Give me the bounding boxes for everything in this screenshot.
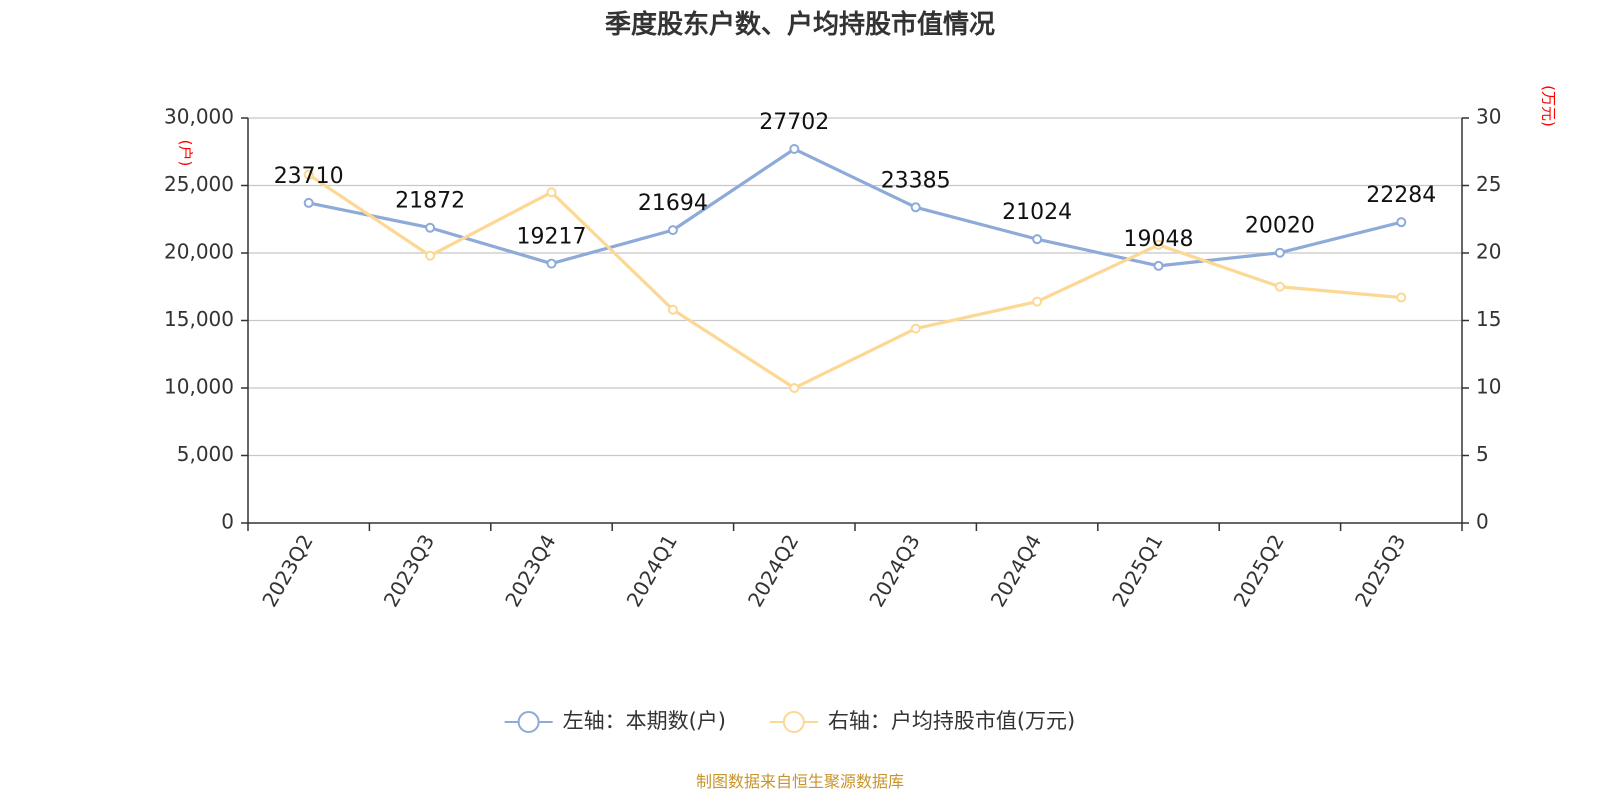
point-avg-value	[789, 383, 800, 393]
point-shareholders	[303, 197, 314, 208]
x-axis-tick-label: 2025Q3	[1350, 530, 1410, 611]
left-axis-unit-label: (户)	[177, 140, 195, 167]
legend: 左轴：本期数(户) 右轴：户均持股市值(万元)	[504, 709, 1075, 733]
series-line-shareholders	[307, 147, 1403, 268]
right-axis-tick-label: 25	[1476, 172, 1501, 196]
point-avg-value	[910, 323, 921, 334]
x-axis-tick-label: 2023Q2	[257, 530, 317, 611]
point-shareholders	[1153, 260, 1164, 271]
left-axis-tick-label: 20,000	[164, 240, 234, 264]
data-label: 21694	[638, 191, 708, 216]
left-axis-tick-label: 30,000	[164, 105, 234, 129]
chart-title: 季度股东户数、户均持股市值情况	[605, 9, 995, 40]
point-shareholders	[546, 258, 557, 269]
point-shareholders	[910, 202, 921, 213]
data-label: 19048	[1124, 227, 1194, 252]
data-label: 22284	[1366, 183, 1436, 208]
left-axis-tick-label: 5,000	[177, 442, 234, 466]
point-shareholders	[667, 225, 678, 236]
data-label: 23710	[274, 164, 344, 189]
point-shareholders	[425, 222, 436, 233]
data-label: 27702	[759, 110, 829, 135]
data-label: 19217	[517, 225, 587, 250]
data-label: 21024	[1002, 200, 1072, 225]
point-shareholders	[1032, 234, 1043, 245]
right-axis-tick-label: 0	[1476, 510, 1489, 534]
point-avg-value	[1032, 296, 1043, 307]
right-axis-tick-label: 30	[1476, 105, 1501, 129]
point-shareholders	[789, 144, 800, 155]
right-axis-tick-label: 10	[1476, 375, 1501, 399]
x-axis-tick-label: 2024Q3	[864, 530, 924, 611]
left-axis-tick-label: 10,000	[164, 375, 234, 399]
legend-circle-symbol	[782, 711, 805, 733]
x-axis-tick-label: 2025Q2	[1229, 530, 1289, 611]
point-avg-value	[667, 304, 678, 315]
legend-circle-symbol	[517, 711, 540, 733]
source-note: 制图数据来自恒生聚源数据库	[696, 772, 904, 791]
point-avg-value	[546, 187, 557, 198]
grid-lines	[248, 117, 1462, 457]
legend-label: 右轴：户均持股市值(万元)	[828, 709, 1075, 733]
data-labels: 23710 21872 19217 21694 27702 23385 21024 19048…	[274, 110, 1437, 252]
point-avg-value	[425, 250, 436, 261]
right-axis-unit-label: (万元)	[1540, 85, 1558, 127]
point-avg-value	[1396, 292, 1407, 303]
x-axis-tick-label: 2024Q1	[622, 530, 682, 611]
data-label: 21872	[395, 189, 465, 214]
point-avg-value	[303, 169, 314, 180]
x-axis-tick-label: 2024Q2	[743, 530, 803, 611]
point-shareholders	[1274, 247, 1285, 258]
axes: 0 5,000 10,000 15,000 20,000 25,000 30,000 0 5 10…	[164, 105, 1501, 611]
point-shareholders	[1396, 217, 1407, 228]
x-axis-tick-label: 2023Q4	[500, 530, 560, 611]
data-label: 23385	[881, 168, 951, 193]
point-avg-value	[1274, 281, 1285, 292]
legend-label: 左轴：本期数(户)	[563, 709, 726, 733]
x-axis-tick-label: 2023Q3	[379, 530, 439, 611]
point-avg-value	[1153, 239, 1164, 250]
left-axis-tick-label: 15,000	[164, 307, 234, 331]
x-axis-tick-label: 2025Q1	[1107, 530, 1167, 611]
left-axis-tick-label: 25,000	[164, 172, 234, 196]
series-line-avg-value	[307, 173, 1403, 390]
data-label: 20020	[1245, 214, 1315, 239]
series-lines	[303, 144, 1407, 393]
right-axis-tick-label: 20	[1476, 240, 1501, 264]
right-axis-tick-label: 15	[1476, 307, 1501, 331]
x-axis-tick-label: 2024Q4	[986, 530, 1046, 611]
left-axis-tick-label: 0	[221, 510, 234, 534]
right-axis-tick-label: 5	[1476, 442, 1489, 466]
